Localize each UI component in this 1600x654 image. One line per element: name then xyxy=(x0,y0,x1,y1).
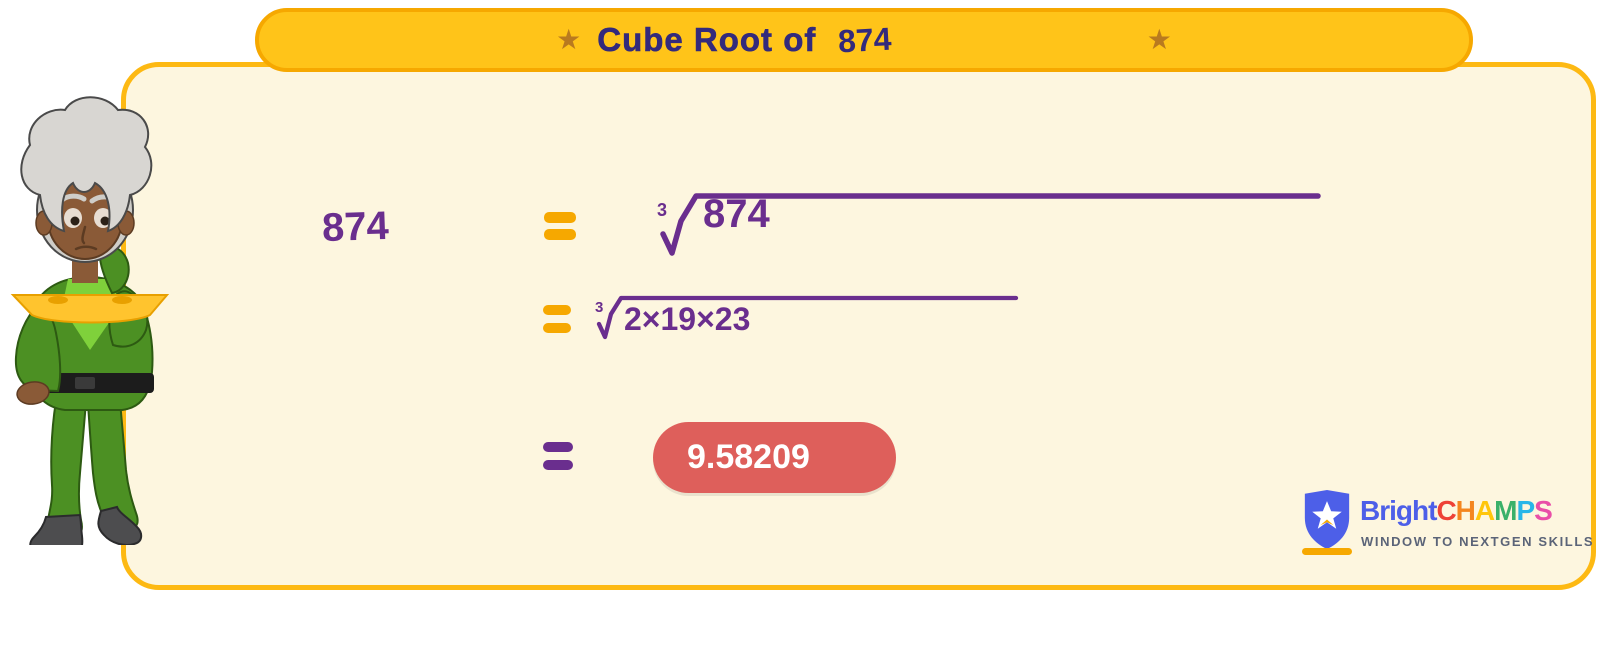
svg-text:3: 3 xyxy=(657,200,667,220)
svg-text:3: 3 xyxy=(595,299,603,316)
